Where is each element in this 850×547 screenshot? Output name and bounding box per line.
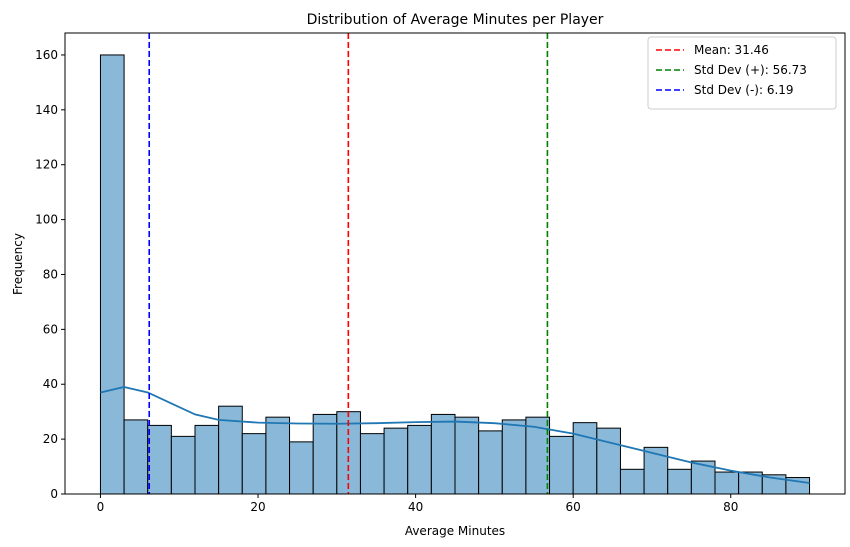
- histogram-bar: [619, 468, 645, 495]
- y-axis-label: Frequency: [11, 233, 25, 295]
- y-tick-label: 140: [35, 103, 58, 117]
- y-tick-label: 100: [35, 213, 58, 227]
- legend-label: Mean: 31.46: [694, 43, 769, 57]
- chart-title: Distribution of Average Minutes per Play…: [307, 12, 604, 28]
- kde-curve: [100, 386, 810, 484]
- x-tick-label: 80: [723, 500, 738, 514]
- plot-area: [99, 33, 811, 495]
- y-tick-label: 160: [35, 48, 58, 62]
- legend: Mean: 31.46 Std Dev (+): 56.73 Std Dev (-)…: [647, 36, 837, 110]
- x-tick-label: 40: [408, 500, 423, 514]
- histogram-bar: [383, 427, 409, 495]
- y-tick-label: 120: [35, 158, 58, 172]
- x-tick-label: 20: [250, 500, 265, 514]
- x-tick-label: 60: [566, 500, 581, 514]
- histogram-bar: [147, 424, 172, 495]
- histogram-bar: [549, 435, 574, 495]
- histogram-bar: [289, 441, 314, 495]
- x-axis-label: Average Minutes: [405, 524, 505, 538]
- histogram-bar: [430, 413, 456, 495]
- histogram-bar: [99, 54, 125, 495]
- y-axis: 0 20 40 60 80 100 120 140 160: [35, 48, 65, 501]
- histogram-bar: [312, 413, 338, 495]
- histogram-bar: [667, 468, 692, 495]
- histogram-bar: [596, 427, 621, 495]
- y-tick-label: 60: [43, 322, 58, 336]
- histogram-bar: [194, 424, 220, 495]
- histogram-bar: [501, 419, 527, 495]
- plot-frame: [64, 32, 846, 495]
- y-tick-label: 80: [43, 267, 58, 281]
- legend-label: Std Dev (-): 6.19: [694, 83, 794, 97]
- histogram-bar: [170, 435, 196, 495]
- histogram-bar: [454, 416, 480, 495]
- legend-box: [647, 36, 837, 110]
- histogram-bar: [123, 419, 149, 495]
- y-tick-label: 0: [50, 487, 58, 501]
- histogram-bar: [714, 471, 740, 495]
- y-tick-label: 40: [43, 377, 58, 391]
- histogram-bar: [407, 424, 432, 495]
- x-axis: 0 20 40 60 80: [97, 494, 738, 514]
- histogram-bar: [572, 422, 598, 495]
- legend-label: Std Dev (+): 56.73: [694, 63, 807, 77]
- histogram-bar: [265, 416, 291, 495]
- x-tick-label: 0: [97, 500, 105, 514]
- y-tick-label: 20: [43, 432, 58, 446]
- histogram-bar: [359, 433, 385, 495]
- histogram-bar: [241, 433, 267, 495]
- histogram-bar: [478, 430, 503, 495]
